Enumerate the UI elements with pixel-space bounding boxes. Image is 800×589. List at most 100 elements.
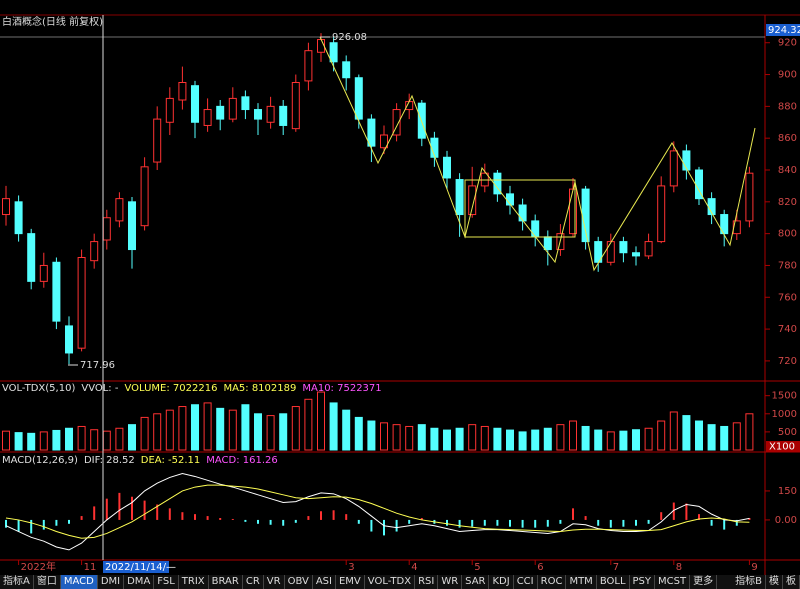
annotation: 926.08 (332, 32, 367, 43)
y-tick-label: 720 (778, 356, 797, 367)
candle-body (581, 188, 590, 243)
crosshair-date: 2022/11/14/— (105, 562, 176, 573)
volume-bar (178, 406, 187, 451)
candle-body (682, 150, 691, 171)
dea-line (5, 484, 750, 539)
candle-body (216, 105, 225, 120)
volume-bar (329, 402, 338, 451)
candle-body (632, 252, 640, 257)
indicator-tab[interactable]: VR (264, 575, 285, 589)
volume-bar (581, 425, 590, 451)
volume-bar (657, 420, 666, 451)
y-tick-label: 150 (778, 486, 797, 497)
y-tick-label: 780 (778, 260, 797, 271)
candle-body (669, 150, 678, 187)
candle-body (543, 236, 552, 251)
candle-body (27, 233, 36, 282)
indicator-tab[interactable]: 板 (783, 575, 800, 589)
volume-bar (165, 409, 174, 451)
candle-body (77, 257, 86, 349)
x-tick-label: 8 (676, 562, 682, 573)
candle-body (165, 97, 174, 123)
indicator-tab[interactable]: 指标B (732, 575, 766, 589)
indicator-tab[interactable]: DMA (124, 575, 155, 589)
indicator-tab[interactable]: 窗口 (34, 575, 61, 589)
indicator-tab[interactable]: EMV (336, 575, 365, 589)
indicator-tab[interactable]: TRIX (179, 575, 209, 589)
indicator-tab[interactable]: MACD (60, 575, 98, 589)
indicator-tab[interactable]: CR (243, 575, 264, 589)
indicator-tab[interactable]: ROC (538, 575, 567, 589)
y-tick-label: 1000 (772, 409, 797, 420)
y-tick-label: 0.00 (775, 515, 797, 526)
volume-bar (380, 422, 388, 451)
candle-body (380, 134, 388, 149)
candle-body (392, 109, 401, 136)
legend-item: VVOL: - (81, 383, 118, 394)
candle-body (317, 39, 325, 53)
indicator-tab[interactable]: BRAR (209, 575, 243, 589)
x-tick-label: 2022年 (21, 560, 56, 573)
candle-body (304, 50, 313, 82)
candle-body (128, 201, 136, 251)
candle-body (468, 185, 477, 216)
indicator-tab[interactable]: VOL-TDX (365, 575, 416, 589)
indicator-tab[interactable]: ASI (313, 575, 336, 589)
x-tick-label: 9 (751, 562, 757, 573)
volume-bar (291, 406, 300, 451)
indicator-tab[interactable]: KDJ (489, 575, 514, 589)
volume-bar (115, 427, 124, 451)
volume-bar (266, 415, 275, 451)
indicator-tab[interactable]: PSY (630, 575, 656, 589)
volume-bar (569, 420, 577, 451)
indicator-tab[interactable]: 指标A (0, 575, 34, 589)
volume-bar (644, 427, 653, 451)
chart: 白酒概念(日线 前复权) 720 740 760 780 800 820 840 860 880… (0, 14, 800, 575)
volume-bar (65, 427, 73, 451)
x-tick-label: 7 (613, 562, 619, 573)
indicator-tab[interactable]: 更多 (690, 575, 718, 589)
legend-item: MA10: 7522371 (302, 383, 381, 394)
candle-body (39, 264, 48, 282)
indicator-tab[interactable]: OBV (285, 575, 313, 589)
volume-bar (153, 413, 162, 451)
volume-bar (543, 427, 552, 451)
volume-bar (707, 424, 716, 451)
volume-bar (405, 425, 414, 451)
indicator-tab[interactable]: FSL (154, 575, 179, 589)
candle-body (606, 241, 615, 263)
y-tick-label: 500 (778, 427, 797, 438)
candle-body (720, 214, 729, 235)
indicator-tab[interactable]: 模 (766, 575, 783, 589)
volume-bar (203, 402, 212, 451)
layers: 720 740 760 780 800 820 840 860 880 900 920 2022年 11… (2, 33, 800, 573)
indicator-tab[interactable]: MCST (655, 575, 691, 589)
indicator-tab[interactable]: CCI (514, 575, 538, 589)
volume-bar (493, 427, 502, 451)
candle-body (102, 217, 111, 241)
unit-box (766, 441, 800, 452)
volume-bar (732, 422, 741, 451)
volume-bar (695, 420, 703, 451)
volume-bar (367, 420, 376, 451)
legend-item: VOLUME: 7022216 (124, 383, 217, 394)
indicator-tabs: 指标A 窗口 MACD DMI DMA FSL TRIX BRAR CR VR OBV ASI EMV V… (0, 575, 800, 589)
indicator-tab[interactable]: SAR (462, 575, 490, 589)
volume-bar (354, 416, 363, 451)
candle-body (443, 156, 451, 179)
volume-bar (14, 432, 23, 451)
current-price: 924.32 (768, 25, 800, 36)
indicator-tab[interactable]: WR (438, 575, 463, 589)
x-tick-label: 3 (348, 562, 354, 573)
zigzag-line (319, 36, 756, 272)
y-tick-label: 740 (778, 324, 797, 335)
indicator-tab[interactable]: BOLL (597, 575, 630, 589)
indicator-tab[interactable]: RSI (415, 575, 439, 589)
legend-item: DIF: 28.52 (84, 455, 135, 466)
volume-bar (606, 431, 615, 451)
indicator-tab[interactable]: MTM (566, 575, 597, 589)
volume-bar (342, 409, 351, 451)
indicator-tab[interactable]: DMI (98, 575, 125, 589)
volume-bar (417, 424, 426, 451)
candle-body (241, 96, 250, 111)
